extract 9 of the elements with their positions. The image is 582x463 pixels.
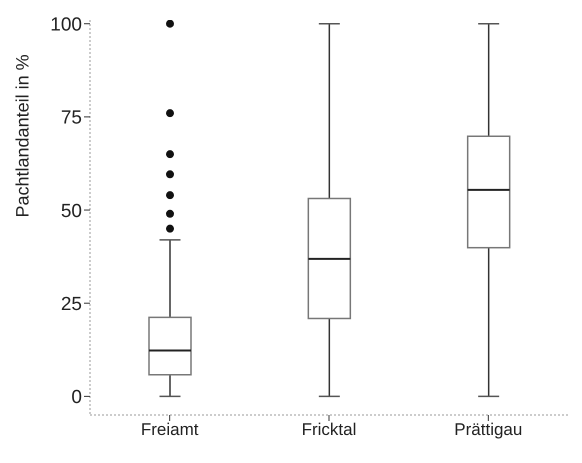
y-tick-label: 75 bbox=[60, 108, 82, 129]
y-tick-label: 100 bbox=[50, 14, 82, 36]
y-axis-title: Pachtlandanteil in % bbox=[12, 54, 32, 218]
x-tick-label: Prättigau bbox=[454, 420, 522, 440]
x-tick-label: Freiamt bbox=[140, 420, 199, 440]
y-tick-label: 0 bbox=[71, 387, 82, 408]
y-tick-label: 50 bbox=[60, 200, 82, 222]
x-tick-label: Fricktal bbox=[302, 420, 356, 440]
y-tick-label: 25 bbox=[60, 294, 82, 315]
